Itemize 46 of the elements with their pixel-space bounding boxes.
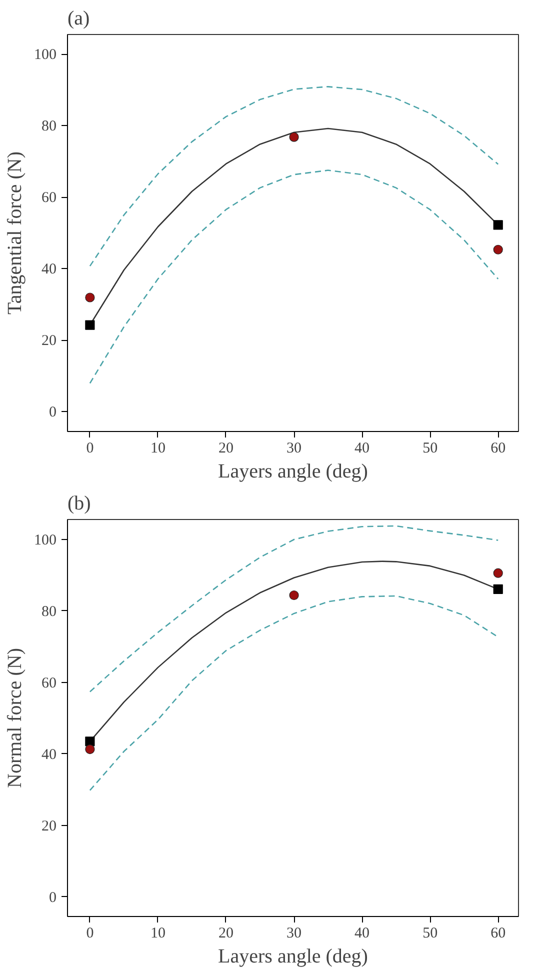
y-axis-title: Normal force (N) bbox=[4, 648, 26, 788]
y-tick-label: 80 bbox=[42, 604, 56, 620]
y-tick-label: 0 bbox=[49, 890, 56, 906]
point bbox=[85, 292, 95, 302]
point bbox=[289, 132, 299, 142]
line-series bbox=[89, 86, 499, 267]
point bbox=[85, 736, 95, 746]
y-tick-label: 100 bbox=[34, 47, 56, 64]
point bbox=[493, 568, 503, 578]
x-tick-label: 40 bbox=[354, 926, 370, 942]
x-tick-label: 10 bbox=[150, 926, 166, 942]
point bbox=[85, 320, 95, 330]
line-series bbox=[89, 170, 499, 384]
x-tick-label: 0 bbox=[86, 440, 94, 456]
x-tick-label: 30 bbox=[286, 440, 302, 456]
x-tick-label: 10 bbox=[150, 440, 166, 456]
y-tick-label: 20 bbox=[42, 333, 56, 350]
y-tick-label: 20 bbox=[42, 818, 56, 834]
point bbox=[493, 584, 503, 594]
line-series bbox=[89, 595, 499, 792]
x-tick-label: 50 bbox=[422, 926, 438, 942]
x-tick-label: 60 bbox=[490, 440, 506, 456]
y-tick-label: 80 bbox=[42, 118, 56, 135]
x-axis-title: Layers angle (deg) bbox=[218, 460, 368, 482]
y-tick-label: 40 bbox=[42, 262, 56, 278]
y-tick-label: 60 bbox=[42, 675, 56, 692]
y-tick-label: 100 bbox=[34, 532, 56, 549]
y-tick-label: 40 bbox=[42, 746, 56, 763]
point bbox=[493, 220, 503, 230]
x-tick-label: 40 bbox=[354, 440, 370, 456]
point bbox=[289, 590, 299, 600]
x-axis-title: Layers angle (deg) bbox=[218, 946, 368, 968]
x-tick-label: 50 bbox=[422, 440, 438, 456]
x-tick-label: 60 bbox=[490, 926, 506, 942]
chart-title: (b) bbox=[68, 492, 91, 514]
point bbox=[493, 244, 503, 254]
x-tick-label: 20 bbox=[218, 440, 234, 456]
x-tick-label: 0 bbox=[86, 926, 94, 942]
point bbox=[85, 744, 95, 754]
line-series bbox=[89, 525, 499, 692]
x-tick-label: 30 bbox=[286, 926, 302, 942]
y-tick-label: 60 bbox=[42, 190, 56, 206]
chart-title: (a) bbox=[68, 8, 90, 30]
y-tick-label: 0 bbox=[49, 404, 56, 420]
x-tick-label: 20 bbox=[218, 926, 234, 942]
y-axis-title: Tangential force (N) bbox=[4, 152, 26, 314]
